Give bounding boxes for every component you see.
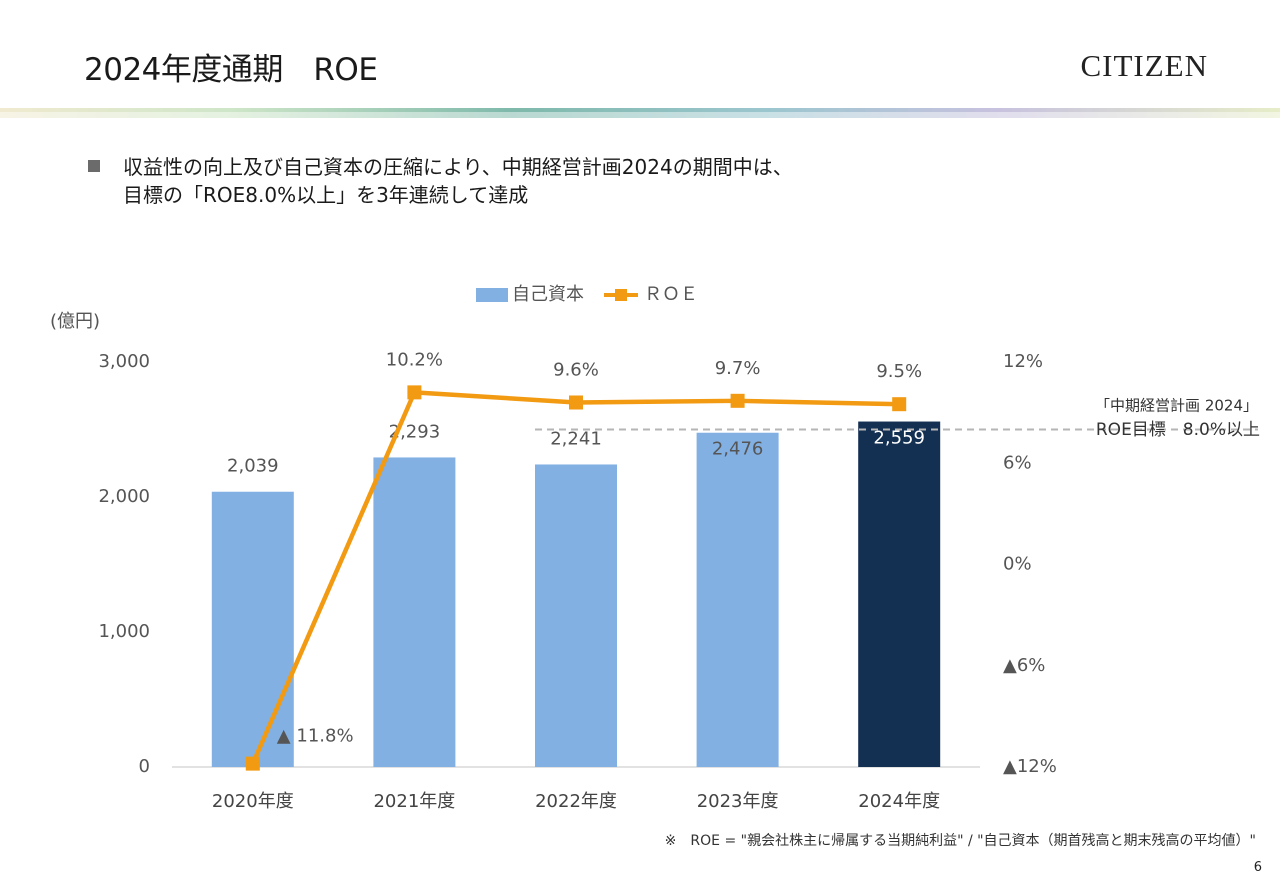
x-tick-label: 2020年度 <box>212 791 294 812</box>
header-gradient-band <box>0 108 1280 118</box>
roe-target-label-1: 「中期経営計画 2024」 <box>1095 397 1258 415</box>
legend-roe-marker <box>615 289 627 301</box>
x-tick-label: 2021年度 <box>373 791 455 812</box>
summary-line-2: 目標の「ROE8.0%以上」を3年連続して達成 <box>123 183 529 207</box>
y-left-tick-label: 0 <box>139 756 150 777</box>
roe-marker <box>730 393 745 408</box>
roe-value-label: 9.6% <box>553 360 599 381</box>
roe-target-label-2: ROE目標 8.0%以上 <box>1096 420 1260 440</box>
bar-equity <box>373 457 456 767</box>
roe-value-label: 9.7% <box>715 358 761 379</box>
bar-equity <box>211 491 294 767</box>
bar-value-label: 2,241 <box>550 428 602 449</box>
y-right-tick-label: ▲12% <box>1003 756 1057 777</box>
x-tick-label: 2022年度 <box>535 791 617 812</box>
page-title: 2024年度通期 ROE <box>84 52 378 88</box>
page-number: 6 <box>1253 860 1262 875</box>
summary-line-1: 収益性の向上及び自己資本の圧縮により、中期経営計画2024の期間中は、 <box>123 155 793 179</box>
roe-marker <box>407 385 422 400</box>
roe-definition-footnote: ※ ROE = "親会社株主に帰属する当期純利益" / "自己資本（期首残高と期… <box>664 833 1256 849</box>
roe-value-label: ▲ 11.8% <box>277 726 354 747</box>
roe-marker <box>245 756 260 771</box>
bar-equity <box>696 432 779 767</box>
bar-value-label: 2,039 <box>227 456 279 477</box>
roe-value-label: 10.2% <box>386 349 443 370</box>
x-tick-label: 2023年度 <box>697 791 779 812</box>
legend-roe-label: ＲＯＥ <box>644 284 698 305</box>
citizen-logo: CITIZEN <box>1080 48 1208 83</box>
y-left-tick-label: 1,000 <box>98 621 150 642</box>
y-left-tick-label: 3,000 <box>98 351 150 372</box>
legend-equity-swatch <box>476 288 508 302</box>
bar-equity <box>858 421 941 767</box>
summary-text: 収益性の向上及び自己資本の圧縮により、中期経営計画2024の期間中は、 目標の「… <box>123 153 793 209</box>
y-right-tick-label: 12% <box>1003 351 1043 372</box>
roe-marker <box>892 397 907 412</box>
roe-marker <box>569 395 583 410</box>
y-right-tick-label: 6% <box>1003 452 1032 473</box>
roe-value-label: 9.5% <box>876 361 922 382</box>
x-tick-label: 2024年度 <box>858 791 940 812</box>
bullet-square-icon <box>88 160 100 172</box>
y-right-tick-label: 0% <box>1003 554 1032 575</box>
y-right-tick-label: ▲6% <box>1003 655 1045 676</box>
y-left-unit-label: (億円) <box>50 311 100 332</box>
legend-equity-label: 自己資本 <box>512 284 584 305</box>
bar-value-label: 2,476 <box>712 439 764 460</box>
bar-equity <box>535 464 617 767</box>
y-left-tick-label: 2,000 <box>98 486 150 507</box>
bar-value-label: 2,559 <box>873 428 925 449</box>
